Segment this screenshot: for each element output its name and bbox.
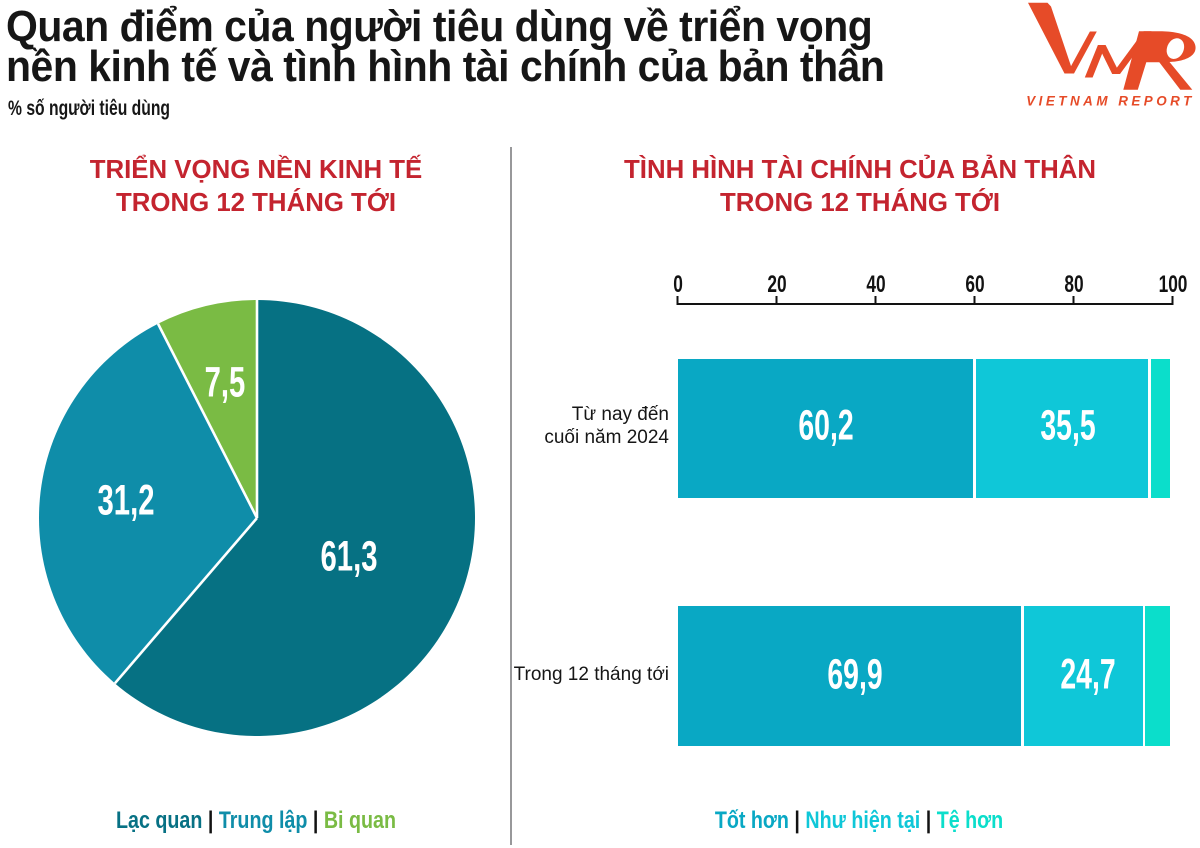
- svg-text:VIETNAM REPORT: VIETNAM REPORT: [1026, 94, 1195, 109]
